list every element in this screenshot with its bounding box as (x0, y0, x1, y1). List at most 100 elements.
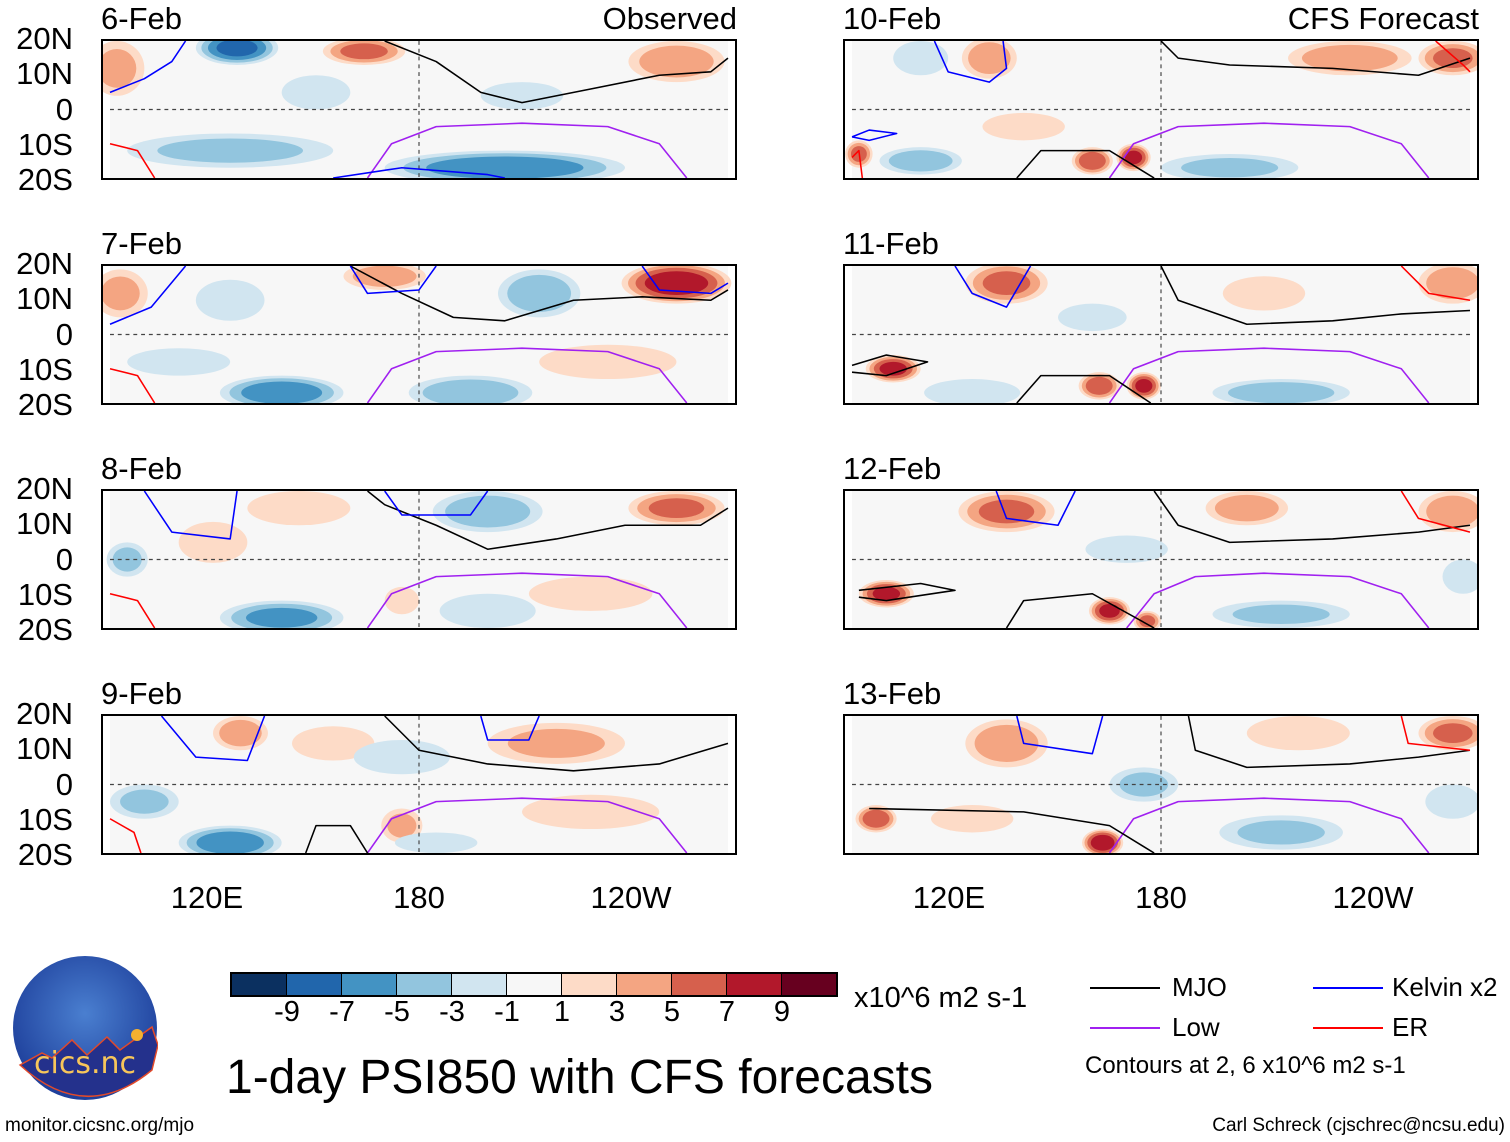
colorbar-swatch (782, 974, 836, 995)
mjo-contour (367, 491, 729, 551)
anomaly-contour-fill (1425, 784, 1477, 819)
anomaly-contour-fill (1227, 382, 1335, 403)
lat-label: 20S (17, 387, 73, 422)
colorbar-swatch (617, 974, 672, 995)
low-contour (1108, 347, 1430, 403)
anomaly-contour-fill (1426, 495, 1477, 528)
map-panel-10-Feb: 10-Feb CFS Forecast (843, 1, 1479, 180)
colorbar-swatch (507, 974, 562, 995)
anomaly-contour-fill (291, 726, 375, 761)
anomaly-contour-fill (1078, 151, 1106, 170)
kelvin-contour (480, 716, 540, 741)
lat-label: 0 (55, 766, 73, 802)
lat-label: 10S (17, 576, 73, 612)
anomaly-contour-fill (1432, 723, 1473, 744)
map-field (101, 39, 737, 180)
anomaly-contour-fill (384, 586, 420, 615)
legend-line-er (1313, 1027, 1383, 1029)
anomaly-contour-fill (445, 495, 531, 528)
colorbar-tick-label: 7 (718, 996, 736, 1028)
mjo-contour (851, 354, 929, 377)
anomaly-contour-fill (1139, 615, 1156, 628)
anomaly-contour-fill (982, 112, 1065, 141)
map-field (843, 39, 1479, 180)
low-contour (366, 797, 688, 853)
lat-label: 20N (16, 471, 73, 506)
anomaly-contour-fill (539, 344, 677, 380)
kelvin-contour (333, 166, 505, 178)
anomaly-contour-fill (103, 49, 137, 88)
anomaly-contour-fill (480, 82, 564, 110)
mjo-contour (1187, 716, 1471, 769)
er-contour (109, 592, 156, 628)
mjo-contour (384, 41, 729, 104)
map-field (101, 264, 737, 405)
lat-label: 10N (16, 281, 73, 317)
kelvin-contour (641, 266, 729, 295)
lon-label: 120E (912, 880, 986, 915)
lat-label: 10N (16, 56, 73, 92)
anomaly-contour-fill (507, 728, 605, 758)
footer-credit: Carl Schreck (cjschrec@ncsu.edu) (1212, 1115, 1505, 1136)
kelvin-contour (109, 41, 187, 94)
lat-label: 20S (17, 162, 73, 197)
colorbar-tick-label: 3 (608, 996, 626, 1028)
anomaly-contour-fill (924, 379, 1021, 403)
er-contour (1435, 41, 1471, 73)
anomaly-contour-fill (352, 266, 417, 287)
anomaly-contour-fill (1222, 276, 1306, 311)
anomaly-contour-fill (893, 41, 949, 76)
kelvin-contour (384, 491, 489, 516)
anomaly-contour-fill (1246, 716, 1350, 751)
colorbar-swatch (727, 974, 782, 995)
map-panel-8-Feb: 8-Feb (101, 451, 737, 630)
anomaly-contour-fill (1090, 834, 1115, 851)
anomaly-contour-fill (978, 499, 1035, 524)
mjo-contour (304, 824, 369, 853)
colorbar-units: x10^6 m2 s-1 (854, 982, 1028, 1014)
colorbar-tick-label: 9 (773, 996, 791, 1028)
anomaly-contour-fill (521, 794, 660, 830)
panel-date: 7-Feb (101, 226, 182, 261)
contour-note: Contours at 2, 6 x10^6 m2 s-1 (1085, 1052, 1406, 1079)
colorbar-swatch (342, 974, 397, 995)
low-contour (1108, 797, 1430, 853)
anomaly-contour-fill (1181, 158, 1279, 178)
colorbar-tick-label: -1 (494, 996, 520, 1028)
colorbar-swatch (232, 974, 287, 995)
anomaly-contour-fill (968, 42, 1011, 75)
lat-label: 10S (17, 126, 73, 162)
er-contour (109, 367, 156, 403)
footer-url: monitor.cicsnc.org/mjo (5, 1115, 195, 1136)
anomaly-contour-fill (1119, 772, 1169, 797)
map-panel-13-Feb: 13-Feb (843, 676, 1479, 855)
anomaly-contour-fill (1135, 379, 1153, 393)
neutral-background (852, 491, 1470, 628)
kelvin-contour (851, 129, 898, 142)
anomaly-contour-fill (930, 805, 1014, 833)
anomaly-contour-fill (178, 521, 248, 563)
legend-line-low (1090, 1027, 1160, 1029)
legend-label-mjo: MJO (1172, 972, 1227, 1002)
anomaly-contour-fill (639, 45, 714, 78)
anomaly-contour-fill (196, 831, 264, 853)
anomaly-contour-fill (247, 491, 351, 526)
colorbar-swatch (397, 974, 452, 995)
map-panel-11-Feb: 11-Feb (843, 226, 1479, 405)
colorbar-tick-label: -5 (384, 996, 410, 1028)
colorbar-swatch (562, 974, 617, 995)
anomaly-contour-fill (879, 361, 907, 376)
lon-label: 180 (393, 880, 445, 915)
low-contour (1108, 122, 1430, 178)
mjo-contour (1016, 374, 1152, 403)
anomaly-contour-fill (1301, 44, 1398, 72)
kelvin-contour (995, 491, 1076, 527)
anomaly-contour-fill (974, 724, 1039, 762)
kelvin-contour (109, 266, 187, 325)
lat-label: 0 (55, 91, 73, 127)
lon-label: 180 (1135, 880, 1187, 915)
anomaly-contour-fill (872, 586, 901, 601)
anomaly-contour-fill (219, 719, 262, 747)
lon-label: 120W (590, 880, 672, 915)
panel-date: 9-Feb (101, 676, 182, 711)
